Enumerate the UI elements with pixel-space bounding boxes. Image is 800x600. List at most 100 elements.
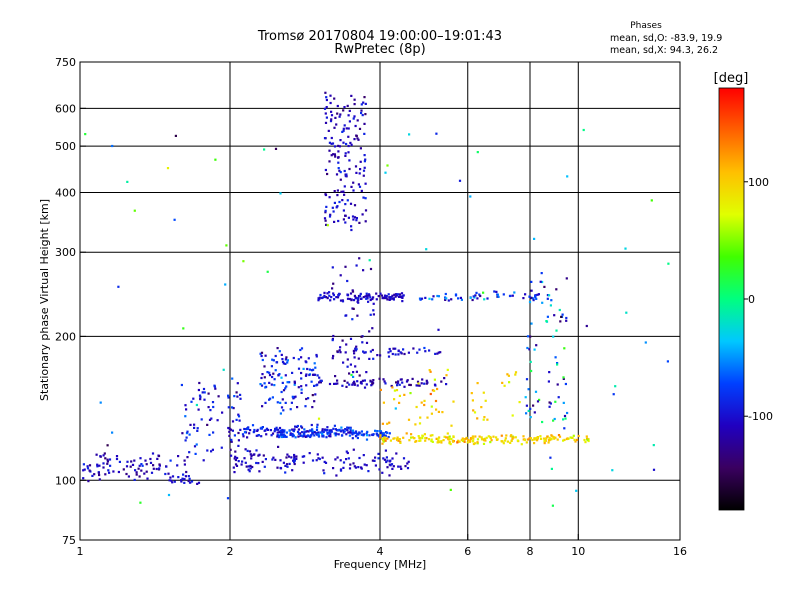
echo-point	[365, 438, 369, 441]
echo-point	[367, 293, 371, 296]
echo-point	[525, 404, 528, 407]
echo-point	[419, 416, 422, 419]
echo-point	[167, 472, 170, 475]
echo-point	[284, 362, 287, 365]
echo-point	[337, 156, 340, 159]
echo-point	[340, 429, 343, 432]
echo-point	[401, 300, 404, 303]
echo-point	[418, 348, 421, 351]
echo-point	[152, 467, 155, 470]
echo-point	[346, 199, 349, 202]
echo-point	[559, 320, 562, 323]
echo-point	[430, 439, 433, 443]
echo-point	[346, 279, 349, 283]
echo-point	[118, 460, 121, 463]
echo-point	[356, 433, 359, 436]
echo-point	[527, 388, 530, 391]
echo-point	[348, 431, 351, 434]
echo-point	[666, 360, 669, 363]
echo-point	[342, 141, 345, 144]
echo-point	[393, 398, 396, 401]
echo-point	[260, 354, 263, 358]
colorbar-tick-label: -100	[748, 410, 773, 423]
echo-point	[553, 417, 556, 421]
echo-point	[331, 287, 334, 290]
echo-point	[106, 462, 109, 465]
echo-point	[539, 437, 543, 440]
echo-point	[334, 458, 337, 461]
echo-point	[180, 480, 183, 483]
echo-point	[383, 436, 386, 439]
echo-point	[566, 411, 569, 415]
echo-point	[257, 454, 260, 457]
echo-point	[313, 431, 317, 434]
echo-point	[354, 365, 357, 368]
echo-point	[540, 272, 543, 275]
echo-point	[196, 427, 199, 430]
echo-point	[396, 438, 399, 442]
echo-point	[470, 436, 473, 440]
echo-point	[371, 382, 374, 385]
echo-point	[384, 434, 387, 437]
echo-point	[193, 426, 196, 429]
echo-point	[284, 374, 287, 377]
echo-point	[400, 292, 404, 295]
echo-point	[350, 431, 353, 434]
echo-point	[449, 443, 452, 446]
echo-point	[530, 322, 533, 325]
echo-point	[421, 434, 424, 438]
echo-point	[347, 144, 350, 148]
echo-point	[374, 429, 377, 432]
echo-point	[470, 392, 473, 395]
echo-point	[350, 143, 353, 146]
echo-point	[355, 171, 358, 174]
echo-point	[480, 406, 483, 409]
echo-point	[415, 405, 418, 409]
echo-point	[155, 467, 158, 471]
echo-point	[431, 440, 434, 443]
echo-point	[652, 444, 655, 447]
echo-point	[352, 381, 355, 385]
echo-point	[368, 259, 371, 262]
echo-point	[271, 358, 274, 361]
echo-point	[99, 401, 102, 404]
echo-point	[297, 358, 300, 361]
echo-point	[503, 384, 506, 387]
echo-point	[242, 260, 245, 263]
echo-point	[489, 435, 492, 439]
echo-point	[348, 109, 351, 112]
echo-point	[399, 465, 402, 468]
echo-point	[454, 294, 458, 297]
echo-point	[667, 262, 670, 265]
x-tick-label: 8	[527, 545, 534, 558]
echo-point	[285, 463, 289, 466]
echo-point	[402, 457, 406, 460]
echo-point	[346, 426, 349, 429]
echo-point	[196, 482, 199, 485]
echo-point	[524, 396, 527, 399]
echo-point	[365, 371, 368, 374]
echo-point	[349, 463, 352, 466]
echo-point	[348, 467, 352, 470]
echo-point	[402, 348, 405, 351]
echo-point	[202, 459, 205, 462]
echo-point	[388, 296, 392, 299]
echo-point	[239, 397, 242, 400]
echo-point	[149, 457, 152, 461]
echo-point	[442, 439, 445, 442]
echo-point	[497, 295, 500, 298]
echo-point	[561, 313, 564, 316]
y-axis: 75 100 200 300 400 500 600 750	[55, 56, 86, 547]
echo-point	[359, 292, 362, 295]
echo-point	[448, 442, 451, 445]
echo-point	[547, 441, 550, 444]
echo-point	[433, 383, 437, 386]
echo-point	[460, 298, 463, 301]
echo-point	[344, 154, 347, 157]
echo-point	[535, 436, 538, 440]
echo-point	[341, 199, 344, 202]
echo-point	[460, 438, 463, 441]
echo-point	[386, 422, 389, 425]
echo-point	[83, 468, 86, 471]
x-tick-label: 6	[464, 545, 471, 558]
